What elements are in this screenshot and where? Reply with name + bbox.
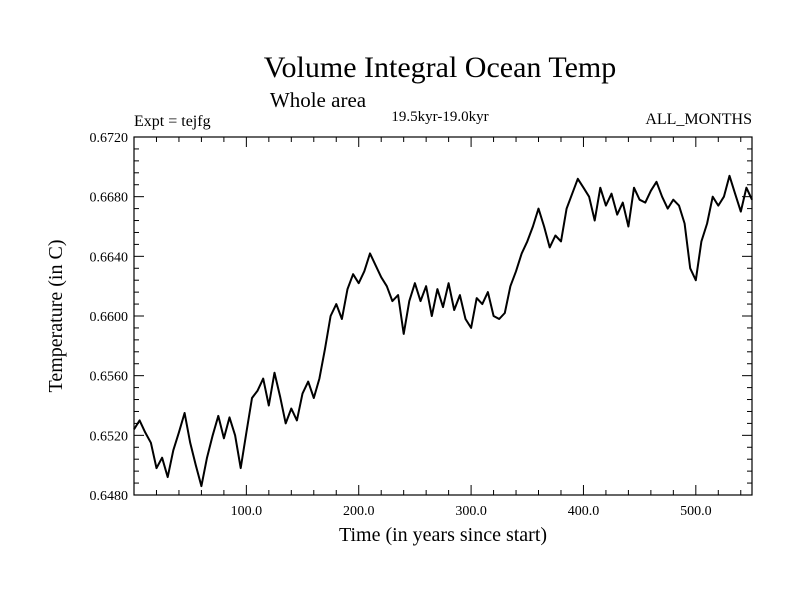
- x-tick-label: 400.0: [568, 504, 600, 519]
- period-label: 19.5kyr-19.0kyr: [391, 109, 488, 125]
- x-tick-label: 200.0: [343, 504, 375, 519]
- months-label: ALL_MONTHS: [645, 111, 752, 128]
- x-tick-label: 500.0: [680, 504, 712, 519]
- experiment-label: Expt = tejfg: [134, 113, 211, 130]
- y-axis-label: Temperature (in C): [45, 240, 67, 393]
- y-tick-label: 0.6520: [90, 429, 129, 444]
- x-tick-label: 100.0: [231, 504, 263, 519]
- chart-title: Volume Integral Ocean Temp: [264, 51, 617, 84]
- y-tick-label: 0.6640: [90, 250, 129, 265]
- y-tick-label: 0.6680: [90, 191, 129, 206]
- y-tick-label: 0.6600: [90, 310, 129, 325]
- y-tick-label: 0.6560: [90, 370, 129, 385]
- y-tick-label: 0.6480: [90, 489, 129, 504]
- y-tick-label: 0.6720: [90, 131, 129, 146]
- tick-labels: 100.0 200.0 300.0 400.0 500.0 0.6480 0.6520 0.6…: [90, 131, 712, 519]
- plot-frame: [133, 136, 753, 496]
- x-axis-label: Time (in years since start): [339, 524, 547, 546]
- series-line-tejfg: [133, 174, 753, 488]
- series-group: [133, 174, 753, 488]
- x-tick-label: 300.0: [455, 504, 487, 519]
- chart-subtitle: Whole area: [270, 88, 367, 112]
